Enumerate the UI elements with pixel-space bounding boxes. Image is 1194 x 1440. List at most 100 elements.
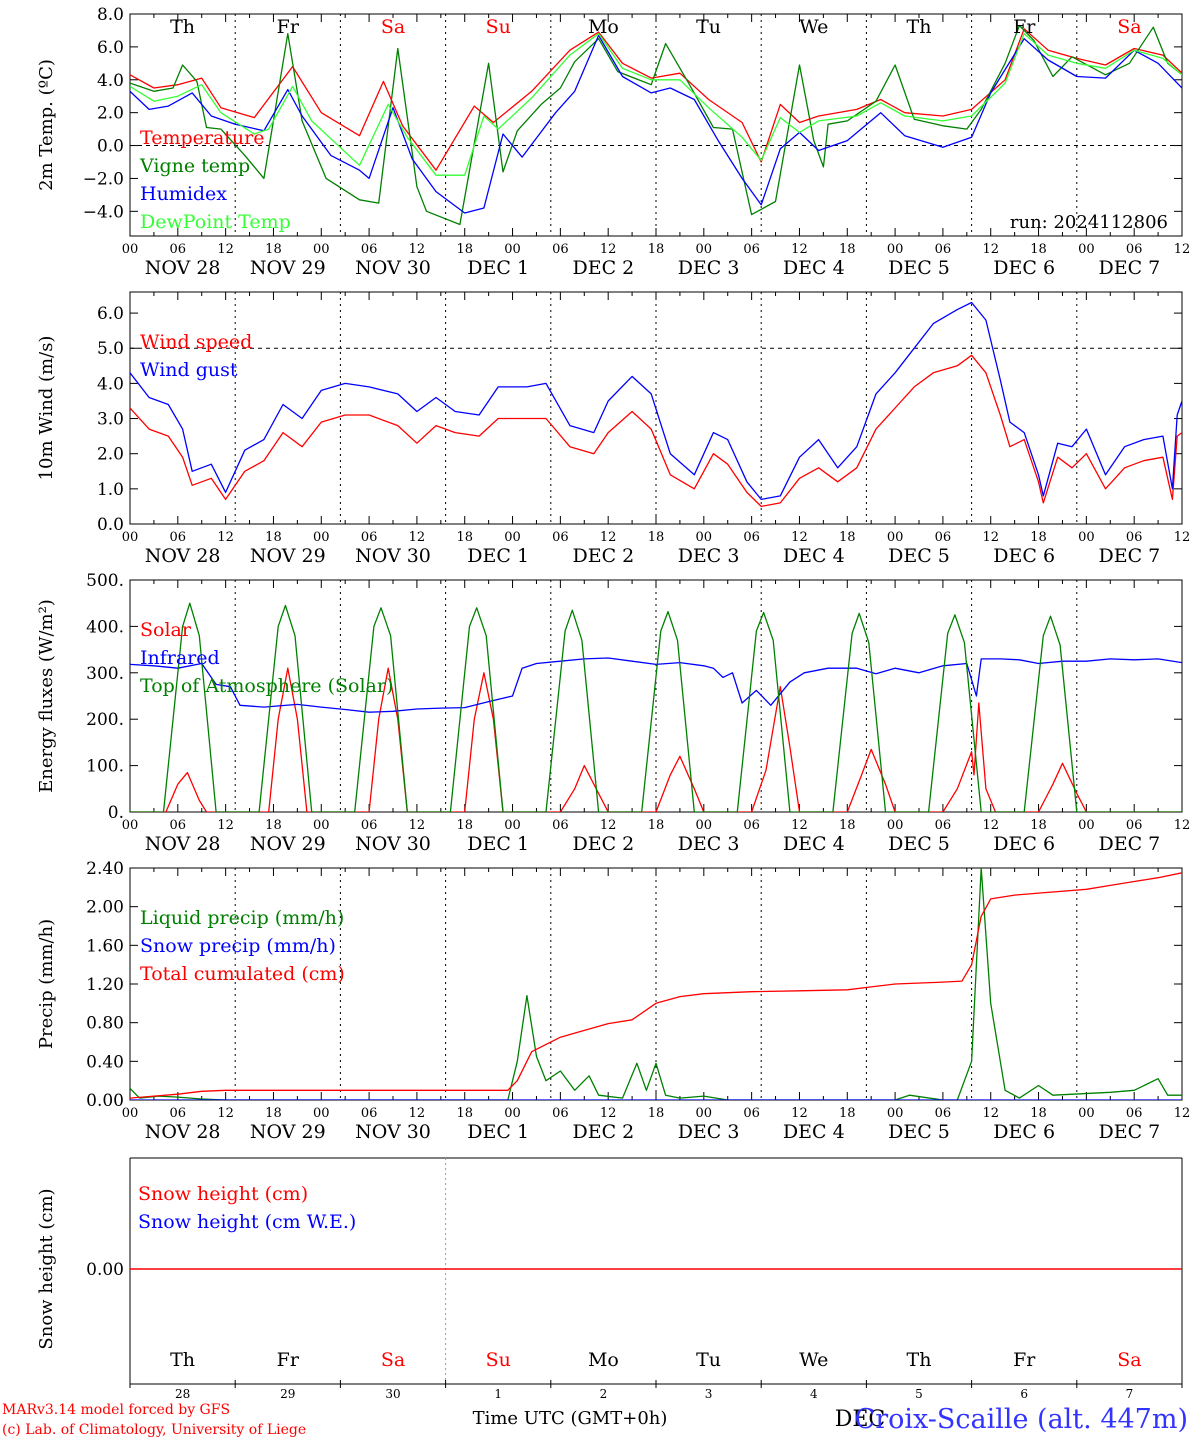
legend-entry: Infrared <box>140 647 220 669</box>
hour-label: 06 <box>361 530 378 545</box>
day-name: Th <box>907 1349 932 1371</box>
panel-5: 0.00 Snow height (cm) Snow height (cm) Snow… <box>36 1157 1183 1401</box>
date-label: DEC 7 <box>1099 545 1161 567</box>
hour-label: 06 <box>552 1106 569 1121</box>
hour-label: 18 <box>1030 1106 1047 1121</box>
day-number: 6 <box>1020 1387 1028 1401</box>
y-tick-label: 2.0 <box>97 104 124 124</box>
hour-label: 00 <box>696 242 713 257</box>
y-tick-label: 6.0 <box>97 38 124 58</box>
day-name: Fr <box>1013 1349 1036 1371</box>
day-number: 2 <box>600 1387 608 1401</box>
hour-label: 12 <box>600 530 617 545</box>
hour-label: 00 <box>1078 818 1095 833</box>
series-line-2 <box>130 657 1182 713</box>
date-label: NOV 29 <box>250 257 326 279</box>
hour-label: 06 <box>1126 242 1143 257</box>
footer-credit: (c) Lab. of Climatology, University of L… <box>2 1422 306 1438</box>
hour-label: 06 <box>552 818 569 833</box>
hour-label: 12 <box>600 242 617 257</box>
y-tick-label: 2.00 <box>86 898 124 918</box>
hour-label: 12 <box>791 242 808 257</box>
run-label: run: 2024112806 <box>1010 212 1168 233</box>
hour-label: 00 <box>313 818 330 833</box>
y-tick-label: 1.0 <box>97 480 124 500</box>
hour-label: 12 <box>217 1106 234 1121</box>
hour-label: 00 <box>122 242 139 257</box>
date-label: DEC 6 <box>993 257 1055 279</box>
date-label: DEC 2 <box>573 545 635 567</box>
date-label: DEC 1 <box>467 1121 529 1143</box>
hour-label: 18 <box>839 242 856 257</box>
date-label: DEC 3 <box>678 1121 740 1143</box>
hour-label: 06 <box>552 242 569 257</box>
date-label: DEC 6 <box>993 833 1055 855</box>
day-name: Sa <box>381 16 405 38</box>
series-group <box>130 24 1182 226</box>
hour-label: 00 <box>696 1106 713 1121</box>
hour-label: 00 <box>504 242 521 257</box>
date-label: DEC 1 <box>467 833 529 855</box>
hour-label: 18 <box>265 530 282 545</box>
hour-label: 12 <box>791 818 808 833</box>
hour-label: 00 <box>122 818 139 833</box>
day-name: We <box>799 1349 828 1371</box>
hour-label: 00 <box>1078 1106 1095 1121</box>
date-label: DEC 7 <box>1099 257 1161 279</box>
series-line-3 <box>130 602 1182 812</box>
hour-label: 12 <box>982 530 999 545</box>
date-label: DEC 7 <box>1099 833 1161 855</box>
legend-entry: Liquid precip (mm/h) <box>140 907 344 929</box>
hour-label: 06 <box>170 242 187 257</box>
date-label: DEC 1 <box>467 545 529 567</box>
day-name: Th <box>170 1349 195 1371</box>
hour-label: 06 <box>935 530 952 545</box>
date-label: DEC 4 <box>783 833 845 855</box>
day-number: 30 <box>385 1387 400 1401</box>
series-line-2 <box>130 301 1182 501</box>
day-name: Mo <box>588 1349 619 1371</box>
hour-label: 06 <box>935 818 952 833</box>
hour-label: 18 <box>839 1106 856 1121</box>
hour-label: 06 <box>1126 530 1143 545</box>
hour-label: 06 <box>1126 818 1143 833</box>
day-name: We <box>799 16 828 38</box>
y-axis-label: Snow height (cm) <box>36 1188 57 1349</box>
y-tick-label: 4.0 <box>97 374 124 394</box>
hour-label: 12 <box>1174 1106 1191 1121</box>
legend-entry: Wind gust <box>140 359 238 381</box>
series-line-1 <box>130 354 1182 508</box>
panel-2: 6.05.04.03.02.01.00.000 06 12 18 00 06 12 18 00 0… <box>36 291 1190 567</box>
hour-label: 06 <box>552 530 569 545</box>
hour-label: 00 <box>313 242 330 257</box>
hour-label: 06 <box>361 818 378 833</box>
hour-label: 00 <box>887 242 904 257</box>
day-number: 5 <box>915 1387 923 1401</box>
hour-label: 06 <box>170 818 187 833</box>
hour-label: 12 <box>600 1106 617 1121</box>
date-label: DEC 2 <box>573 833 635 855</box>
hour-label: 12 <box>409 530 426 545</box>
hour-label: 12 <box>409 1106 426 1121</box>
hour-label: 00 <box>887 1106 904 1121</box>
day-number: 3 <box>705 1387 713 1401</box>
hour-label: 18 <box>648 818 665 833</box>
legend-entry: Temperature <box>140 127 264 149</box>
location-label: Croix-Scaille (alt. 447m) <box>855 1404 1188 1435</box>
hour-label: 12 <box>1174 242 1191 257</box>
date-label: NOV 29 <box>250 1121 326 1143</box>
hour-label: 12 <box>217 530 234 545</box>
legend-entry: Wind speed <box>140 331 252 353</box>
day-name: Th <box>907 16 932 38</box>
date-label: DEC 4 <box>783 1121 845 1143</box>
series-line-4 <box>130 33 1182 176</box>
y-tick-label: 0. <box>108 803 124 823</box>
hour-label: 00 <box>313 1106 330 1121</box>
y-axis-label: 2m Temp. (ºC) <box>36 59 57 191</box>
hour-label: 18 <box>1030 242 1047 257</box>
hour-label: 18 <box>1030 818 1047 833</box>
month-label: DEC <box>835 1407 886 1432</box>
day-number: 1 <box>494 1387 502 1401</box>
y-tick-label: 1.20 <box>86 975 124 995</box>
